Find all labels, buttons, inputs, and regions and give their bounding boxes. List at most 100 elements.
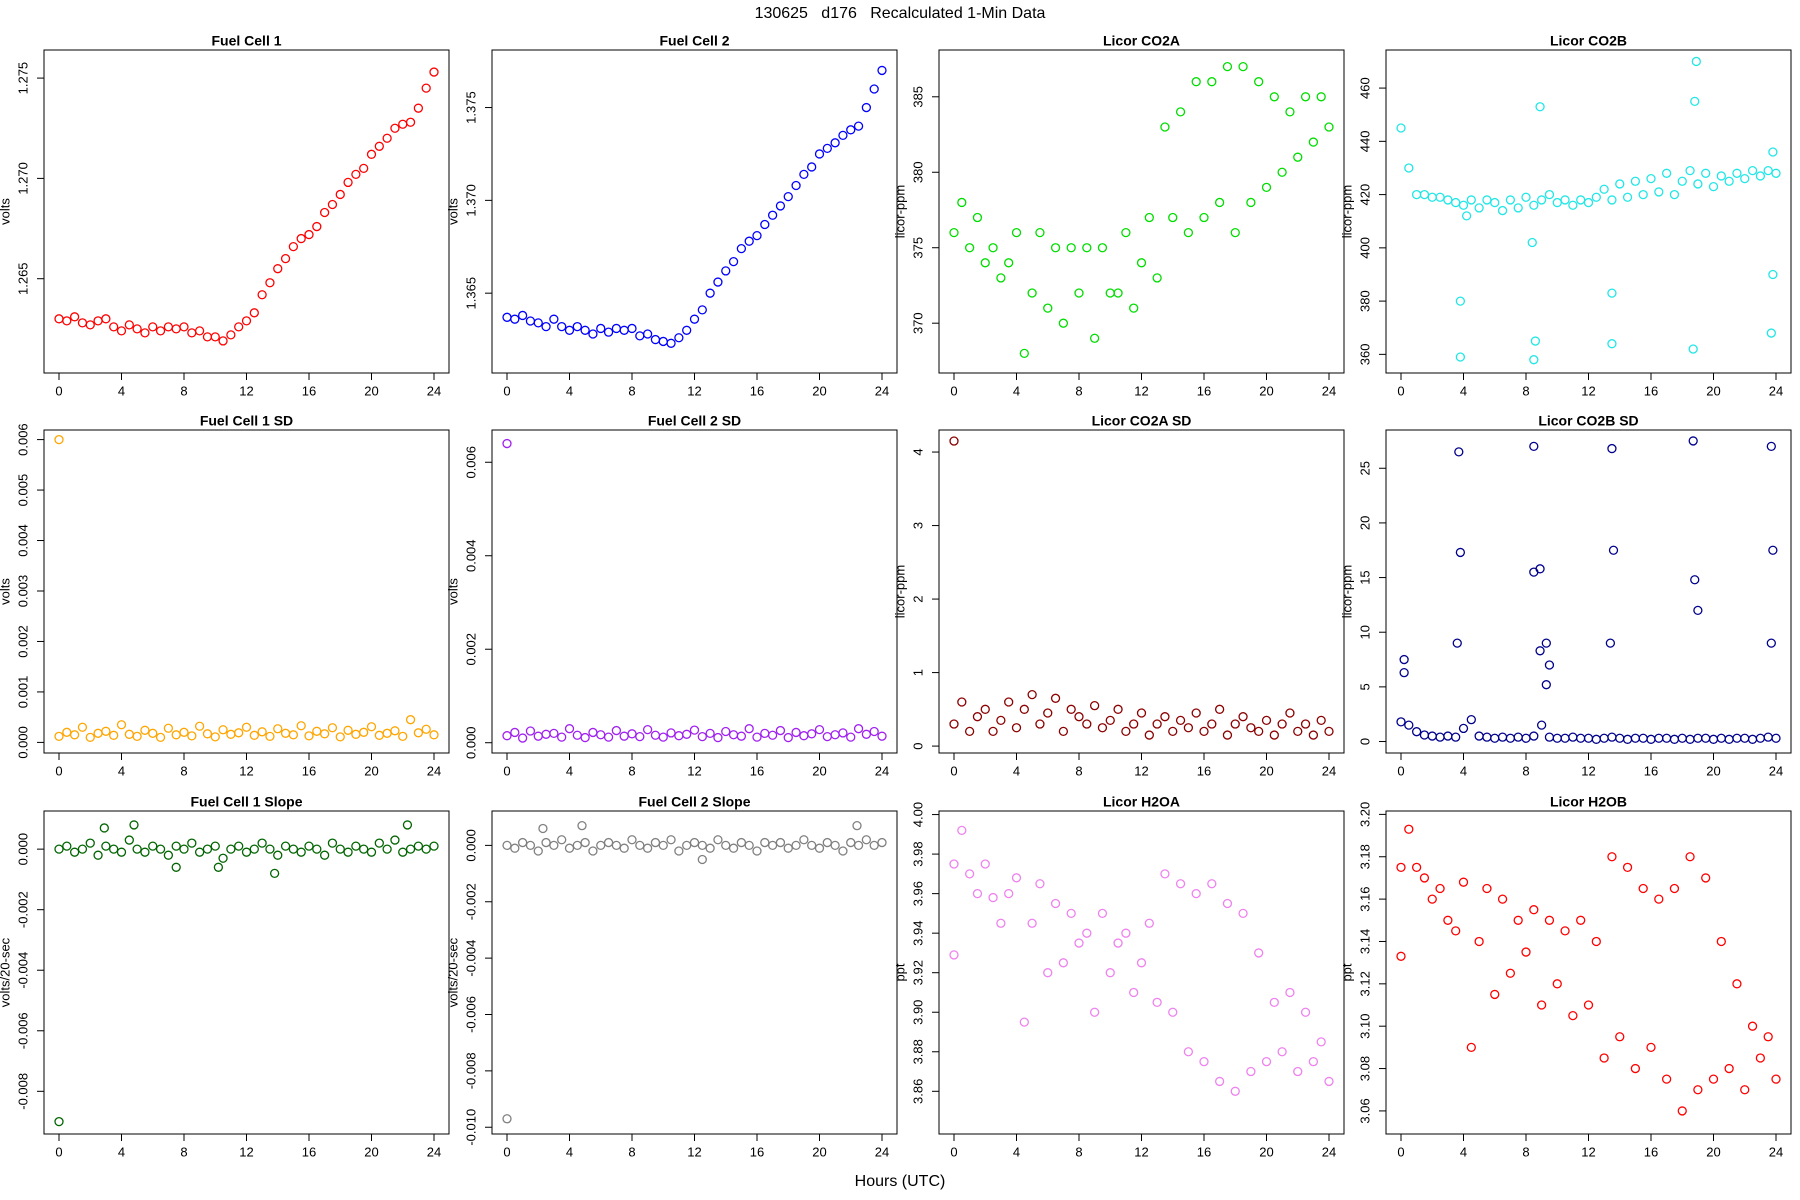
- data-point: [1685, 852, 1695, 862]
- data-point: [1521, 733, 1531, 743]
- y-tick-label: 3.08: [1357, 1056, 1372, 1081]
- data-point: [1732, 168, 1742, 178]
- data-point: [838, 728, 848, 738]
- y-tick-label: 0.000: [15, 726, 30, 759]
- x-tick-label: 0: [1397, 383, 1404, 398]
- data-point: [541, 729, 551, 739]
- data-point: [1019, 348, 1029, 359]
- x-tick-label: 8: [1522, 1144, 1529, 1159]
- data-point: [171, 862, 181, 872]
- data-point: [1011, 227, 1022, 238]
- data-point: [853, 121, 864, 131]
- data-point: [1654, 187, 1664, 197]
- data-point: [814, 149, 825, 159]
- data-point: [1466, 715, 1476, 725]
- data-point: [1246, 1066, 1256, 1077]
- data-point: [1004, 258, 1014, 268]
- y-axis-label: volts: [0, 198, 12, 225]
- data-point: [1622, 862, 1633, 872]
- x-tick-label: 4: [1460, 383, 1467, 398]
- data-point: [1222, 898, 1233, 909]
- data-point: [343, 725, 353, 735]
- data-point: [194, 847, 205, 857]
- data-point: [1768, 147, 1778, 157]
- y-tick-label: 2: [910, 595, 925, 602]
- data-point: [1732, 979, 1742, 989]
- data-point: [1261, 182, 1272, 193]
- data-point: [319, 207, 330, 218]
- data-point: [549, 728, 559, 739]
- data-point: [1607, 195, 1617, 205]
- data-point: [288, 730, 299, 740]
- x-tick-label: 0: [55, 383, 62, 398]
- y-tick-label: -0.006: [463, 996, 478, 1033]
- data-point: [109, 730, 119, 740]
- data-point: [1552, 733, 1562, 743]
- data-point: [1451, 926, 1461, 936]
- data-point: [1560, 733, 1570, 743]
- data-point: [1199, 212, 1209, 223]
- data-point: [853, 724, 864, 734]
- data-point: [1435, 192, 1445, 202]
- data-point: [1004, 697, 1014, 707]
- data-point: [366, 149, 377, 159]
- data-point: [1482, 195, 1492, 205]
- data-point: [1568, 732, 1578, 742]
- data-point: [744, 840, 754, 851]
- x-tick-label: 8: [628, 383, 635, 398]
- data-point: [1399, 668, 1409, 678]
- data-point: [1175, 715, 1186, 726]
- data-point: [1654, 894, 1664, 904]
- data-point: [1505, 733, 1516, 743]
- data-point: [752, 846, 762, 856]
- data-point: [1560, 926, 1570, 936]
- x-tick-label: 16: [302, 383, 316, 398]
- data-point: [1129, 719, 1139, 729]
- data-point: [1066, 704, 1076, 714]
- data-point: [1527, 237, 1537, 248]
- data-point: [572, 840, 582, 851]
- data-point: [1552, 979, 1562, 989]
- data-point: [319, 729, 330, 739]
- x-tick-label: 0: [1397, 1144, 1404, 1159]
- data-point: [728, 730, 739, 740]
- data-point: [398, 119, 408, 129]
- data-point: [54, 731, 64, 741]
- data-point: [1544, 660, 1555, 670]
- y-tick-label: 1.365: [463, 277, 478, 310]
- data-point: [1755, 733, 1766, 743]
- data-point: [830, 730, 840, 740]
- data-point: [210, 332, 220, 342]
- data-point: [213, 862, 224, 872]
- data-point: [783, 732, 793, 743]
- x-tick-label: 0: [950, 1144, 957, 1159]
- x-tick-label: 12: [1581, 763, 1595, 778]
- data-point: [1269, 997, 1279, 1007]
- data-point: [1277, 167, 1287, 177]
- data-point: [635, 331, 645, 341]
- data-point: [799, 169, 809, 180]
- data-point: [171, 324, 181, 334]
- y-axis-label: volts/20-sec: [445, 937, 460, 1007]
- data-point: [549, 314, 559, 324]
- data-point: [319, 850, 330, 860]
- data-point: [1396, 123, 1406, 133]
- data-point: [1607, 732, 1617, 742]
- panel-title: Licor H2OB: [1550, 794, 1627, 810]
- data-point: [697, 854, 707, 865]
- data-point: [1277, 1047, 1287, 1057]
- y-tick-label: 1.275: [15, 62, 30, 95]
- data-point: [1035, 719, 1045, 729]
- x-tick-label: 12: [239, 763, 253, 778]
- data-point: [187, 731, 197, 741]
- data-point: [1293, 152, 1303, 162]
- data-point: [1435, 732, 1445, 742]
- data-point: [54, 314, 64, 324]
- data-point: [799, 731, 809, 741]
- data-point: [85, 320, 95, 330]
- x-tick-label: 8: [628, 1144, 635, 1159]
- data-point: [1399, 654, 1409, 665]
- x-tick-label: 16: [1197, 1144, 1211, 1159]
- data-point: [1136, 258, 1147, 268]
